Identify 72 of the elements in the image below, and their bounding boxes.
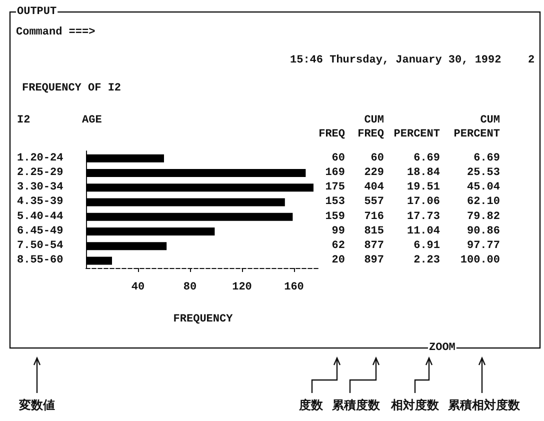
text: FREQ (318, 128, 346, 140)
text: 18.84 (406, 166, 440, 179)
bar (86, 198, 285, 206)
text: Command ===> (16, 26, 96, 38)
x-axis-title: FREQUENCY (173, 314, 234, 326)
text: 229 (364, 166, 384, 179)
data-label: 20 (332, 254, 345, 267)
text: 6.69 (474, 152, 500, 164)
text: 90.86 (466, 225, 500, 238)
y-tick-label: 5.40-44 (17, 210, 64, 223)
text: 716 (364, 210, 384, 223)
y-tick-label: 6.45-49 (17, 225, 64, 238)
y-axis-title: AGE (82, 114, 102, 126)
text: 6.69 (414, 152, 440, 164)
x-tick-label: 120 (232, 282, 252, 294)
text: CUM (480, 114, 500, 126)
y-tick-label: 1.20-24 (17, 152, 64, 164)
text: 897 (364, 254, 384, 267)
y-tick-label: 2.25-29 (17, 166, 64, 179)
text: 60 (370, 152, 384, 164)
text: PERCENT (454, 128, 500, 140)
text: I2 (17, 114, 30, 126)
text: 累積度数 (331, 398, 381, 412)
x-tick-label: 80 (183, 282, 197, 294)
text: 100.00 (460, 254, 500, 267)
bar (86, 168, 306, 177)
y-tick-label: 3.30-34 (17, 182, 64, 194)
text: 404 (364, 182, 384, 194)
text: 2.23 (414, 254, 440, 267)
text: 17.73 (406, 210, 440, 223)
data-label: 153 (325, 196, 346, 208)
text: 15:46 Thursday, January 30, 1992 (290, 54, 502, 66)
text: FREQ (358, 128, 384, 140)
data-label: 159 (325, 210, 345, 223)
text: ZOOM (429, 342, 456, 354)
data-label: 62 (332, 240, 345, 252)
text: 2 (528, 54, 535, 66)
text: 11.04 (406, 225, 440, 238)
bar (86, 256, 112, 265)
text: 45.04 (466, 182, 500, 194)
y-tick-label: 7.50-54 (17, 240, 64, 252)
data-label: 60 (332, 152, 345, 164)
text: 25.53 (466, 166, 500, 179)
text: 相対度数 (390, 398, 440, 412)
text: PERCENT (394, 128, 440, 140)
text: 6.91 (414, 240, 440, 252)
y-tick-label: 4.35-39 (17, 196, 64, 208)
bar (86, 154, 164, 162)
y-tick-label: 8.55-60 (17, 254, 64, 267)
bar (86, 212, 293, 221)
data-label: 99 (332, 225, 345, 238)
bar (86, 184, 314, 192)
text: CUM (364, 114, 384, 126)
text: 62.10 (466, 196, 500, 208)
data-label: 175 (325, 182, 346, 194)
bar (86, 242, 167, 250)
text: 変数値 (18, 398, 55, 412)
text: 19.51 (406, 182, 440, 194)
text: 97.77 (466, 240, 500, 252)
bar (86, 227, 215, 236)
chart-title: FREQUENCY OF I2 (22, 82, 122, 94)
x-tick-label: 160 (284, 282, 304, 294)
data-label: 169 (325, 166, 345, 179)
x-tick-label: 40 (131, 282, 145, 294)
text: 累積相対度数 (447, 398, 521, 412)
text: 17.06 (406, 196, 440, 208)
text: 79.82 (466, 210, 500, 223)
text: 815 (364, 225, 384, 238)
text: 557 (364, 196, 384, 208)
text: 877 (364, 240, 384, 252)
text: 度数 (298, 398, 324, 412)
text: OUTPUT (17, 6, 58, 18)
